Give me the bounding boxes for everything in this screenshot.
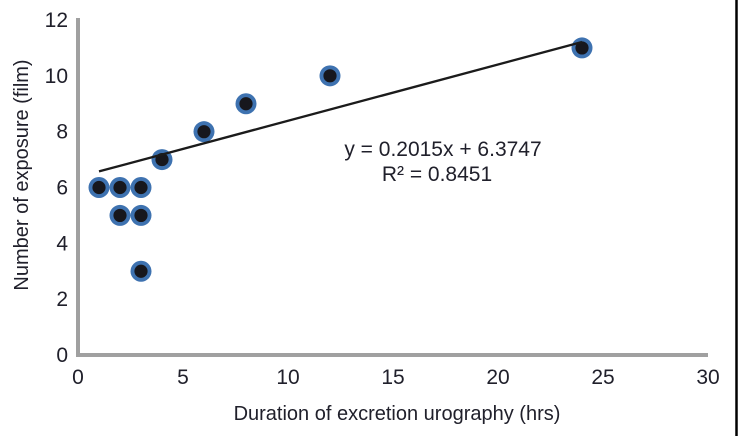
y-tick-label: 0 xyxy=(56,344,68,367)
x-tick-label: 5 xyxy=(177,366,189,389)
y-tick-label: 6 xyxy=(56,177,68,200)
trendline-r-squared-label: R² = 0.8451 xyxy=(382,163,492,186)
y-axis-tick-labels: 0 2 4 6 8 10 12 xyxy=(45,9,69,367)
point-core xyxy=(134,208,148,223)
point-core xyxy=(134,264,148,278)
y-tick-label: 8 xyxy=(56,121,68,144)
point-core xyxy=(134,180,148,195)
x-tick-label: 25 xyxy=(591,366,614,389)
point-core xyxy=(239,97,253,111)
x-tick-label: 20 xyxy=(486,366,509,389)
data-point xyxy=(193,121,215,143)
axes xyxy=(76,18,708,357)
y-tick-label: 4 xyxy=(56,232,68,255)
point-core xyxy=(92,180,106,195)
data-point xyxy=(571,37,593,59)
x-axis-title: Duration of excretion urography (hrs) xyxy=(234,403,561,425)
y-tick-label: 12 xyxy=(45,9,68,32)
point-core xyxy=(113,180,127,195)
point-core xyxy=(575,41,589,55)
data-point xyxy=(130,177,152,198)
x-tick-label: 0 xyxy=(72,366,84,389)
x-tick-label: 10 xyxy=(276,366,299,389)
data-point xyxy=(130,204,152,226)
trendline-segment xyxy=(98,40,583,173)
data-point xyxy=(319,65,341,87)
data-points xyxy=(88,37,593,282)
trendline-equation-label: y = 0.2015x + 6.3747 xyxy=(344,138,541,161)
y-tick-label: 2 xyxy=(56,288,68,311)
x-axis-tick-labels: 0 5 10 15 20 25 30 xyxy=(72,366,720,389)
y-axis-title: Number of exposure (film) xyxy=(11,59,33,290)
data-point xyxy=(130,260,152,282)
data-point xyxy=(109,204,131,226)
data-point xyxy=(109,177,131,198)
point-core xyxy=(197,125,211,139)
data-point xyxy=(88,177,110,198)
point-core xyxy=(323,69,337,83)
trendline xyxy=(98,40,583,173)
point-core xyxy=(113,208,127,223)
y-tick-label: 10 xyxy=(45,65,68,88)
x-tick-label: 30 xyxy=(696,366,719,389)
data-point xyxy=(235,93,257,115)
x-tick-label: 15 xyxy=(381,366,404,389)
